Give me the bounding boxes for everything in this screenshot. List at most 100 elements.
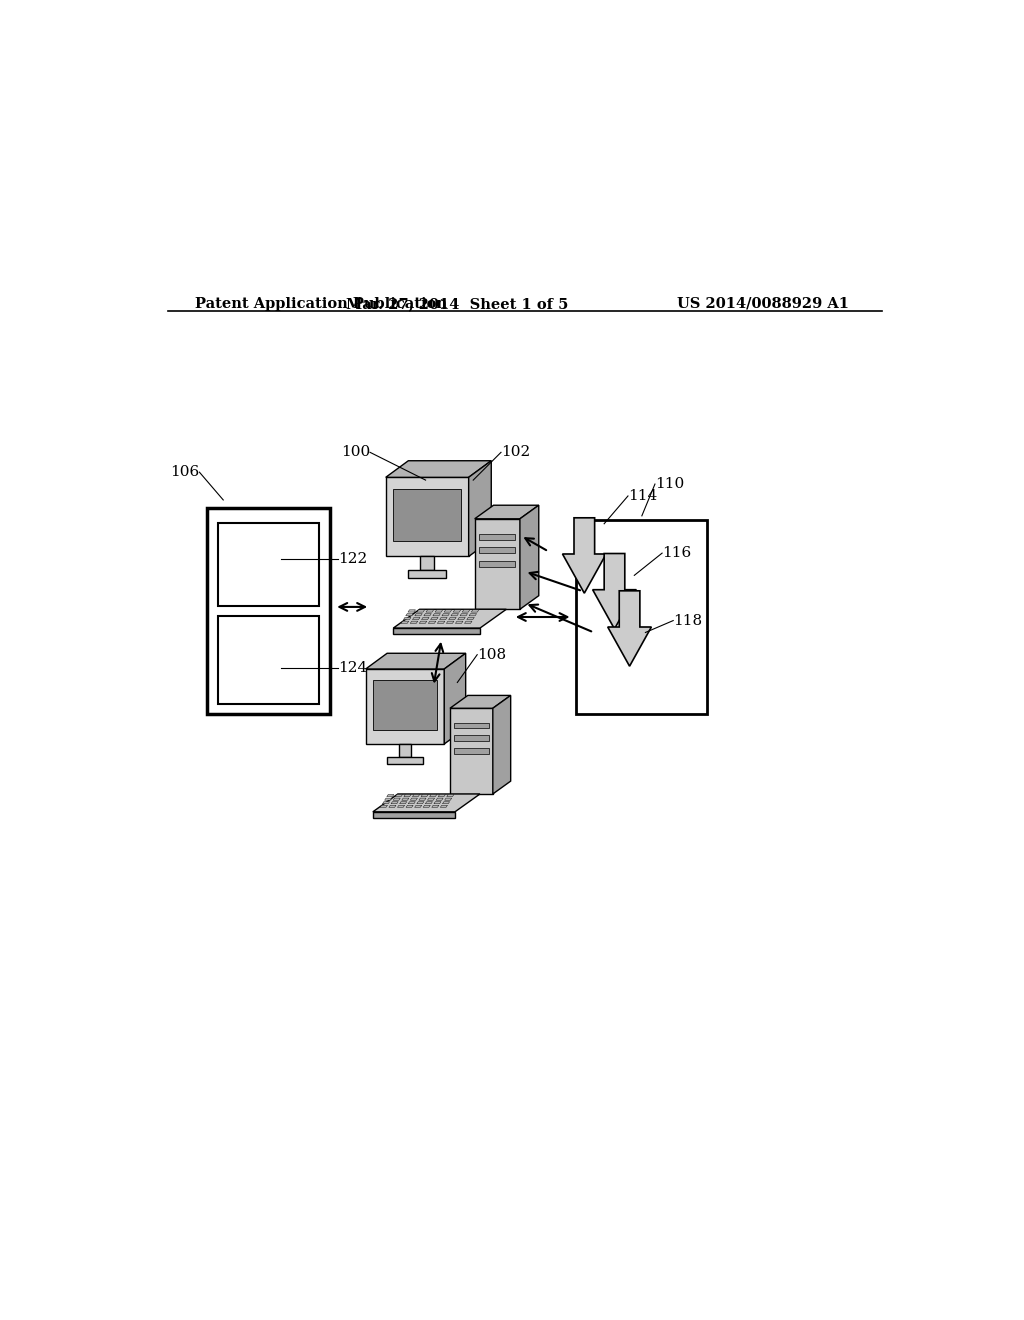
Polygon shape	[607, 591, 651, 667]
Polygon shape	[393, 628, 480, 634]
Polygon shape	[469, 461, 492, 557]
Bar	[387, 756, 423, 764]
Polygon shape	[444, 799, 452, 800]
Bar	[455, 748, 488, 754]
Polygon shape	[467, 618, 474, 619]
Text: 110: 110	[655, 477, 684, 491]
Polygon shape	[424, 614, 431, 616]
Bar	[455, 722, 488, 729]
Bar	[577, 520, 708, 714]
Polygon shape	[426, 610, 433, 612]
Text: Patent Application Publication: Patent Application Publication	[196, 297, 447, 312]
Polygon shape	[397, 805, 404, 808]
Polygon shape	[411, 799, 418, 800]
Polygon shape	[419, 799, 426, 800]
Polygon shape	[389, 805, 396, 808]
Polygon shape	[413, 618, 420, 619]
Polygon shape	[425, 801, 432, 804]
Bar	[479, 533, 515, 540]
Polygon shape	[450, 696, 511, 709]
Polygon shape	[460, 614, 468, 616]
Polygon shape	[493, 696, 511, 793]
Polygon shape	[421, 795, 428, 797]
Polygon shape	[446, 795, 454, 797]
Polygon shape	[469, 614, 476, 616]
Text: 106: 106	[170, 465, 200, 479]
Polygon shape	[403, 795, 411, 797]
Polygon shape	[520, 506, 539, 610]
Bar	[479, 561, 515, 568]
Polygon shape	[366, 653, 466, 669]
Bar	[450, 709, 493, 793]
Polygon shape	[462, 610, 470, 612]
Polygon shape	[373, 812, 455, 817]
Polygon shape	[465, 622, 472, 623]
Text: 124: 124	[338, 661, 368, 675]
Polygon shape	[437, 622, 444, 623]
Polygon shape	[393, 610, 506, 628]
Polygon shape	[422, 618, 429, 619]
Polygon shape	[451, 614, 459, 616]
Polygon shape	[409, 801, 416, 804]
Polygon shape	[562, 517, 606, 593]
Text: 122: 122	[338, 553, 368, 566]
Polygon shape	[435, 610, 442, 612]
Text: 118: 118	[673, 614, 702, 627]
Text: 116: 116	[663, 546, 691, 560]
Polygon shape	[393, 799, 400, 800]
Bar	[393, 488, 461, 541]
Polygon shape	[391, 801, 398, 804]
Polygon shape	[401, 622, 409, 623]
Text: FIG. 1: FIG. 1	[419, 466, 480, 483]
Polygon shape	[413, 795, 420, 797]
Polygon shape	[415, 805, 422, 808]
Text: 114: 114	[628, 488, 657, 503]
Bar	[218, 616, 319, 704]
Polygon shape	[438, 795, 445, 797]
Polygon shape	[417, 610, 425, 612]
Polygon shape	[395, 795, 402, 797]
Polygon shape	[442, 801, 450, 804]
Polygon shape	[380, 805, 387, 808]
Polygon shape	[403, 618, 411, 619]
Polygon shape	[475, 506, 539, 519]
Polygon shape	[415, 614, 422, 616]
Polygon shape	[401, 799, 409, 800]
Polygon shape	[423, 805, 430, 808]
Text: 100: 100	[341, 445, 370, 459]
Bar	[373, 680, 437, 730]
Polygon shape	[399, 801, 407, 804]
Bar	[479, 548, 515, 553]
Text: US 2014/0088929 A1: US 2014/0088929 A1	[677, 297, 849, 312]
Polygon shape	[427, 799, 434, 800]
Polygon shape	[383, 801, 389, 804]
Polygon shape	[434, 801, 441, 804]
Polygon shape	[444, 610, 452, 612]
Polygon shape	[444, 653, 466, 744]
Polygon shape	[446, 622, 454, 623]
Bar	[207, 508, 331, 714]
Polygon shape	[458, 618, 465, 619]
Bar	[455, 735, 488, 741]
Text: 102: 102	[501, 445, 530, 459]
Polygon shape	[387, 795, 394, 797]
Polygon shape	[471, 610, 479, 612]
Polygon shape	[417, 801, 424, 804]
Polygon shape	[373, 793, 480, 812]
Polygon shape	[428, 622, 436, 623]
Polygon shape	[407, 805, 413, 808]
Text: Mar. 27, 2014  Sheet 1 of 5: Mar. 27, 2014 Sheet 1 of 5	[346, 297, 568, 312]
Polygon shape	[436, 799, 443, 800]
Bar	[398, 744, 412, 756]
Polygon shape	[386, 461, 492, 478]
Bar	[475, 519, 520, 610]
Polygon shape	[442, 614, 450, 616]
Polygon shape	[430, 618, 438, 619]
Polygon shape	[432, 805, 439, 808]
Polygon shape	[430, 795, 437, 797]
Polygon shape	[456, 622, 463, 623]
Text: 108: 108	[477, 648, 506, 661]
Bar	[386, 478, 469, 557]
Polygon shape	[406, 614, 414, 616]
Bar	[421, 557, 434, 570]
